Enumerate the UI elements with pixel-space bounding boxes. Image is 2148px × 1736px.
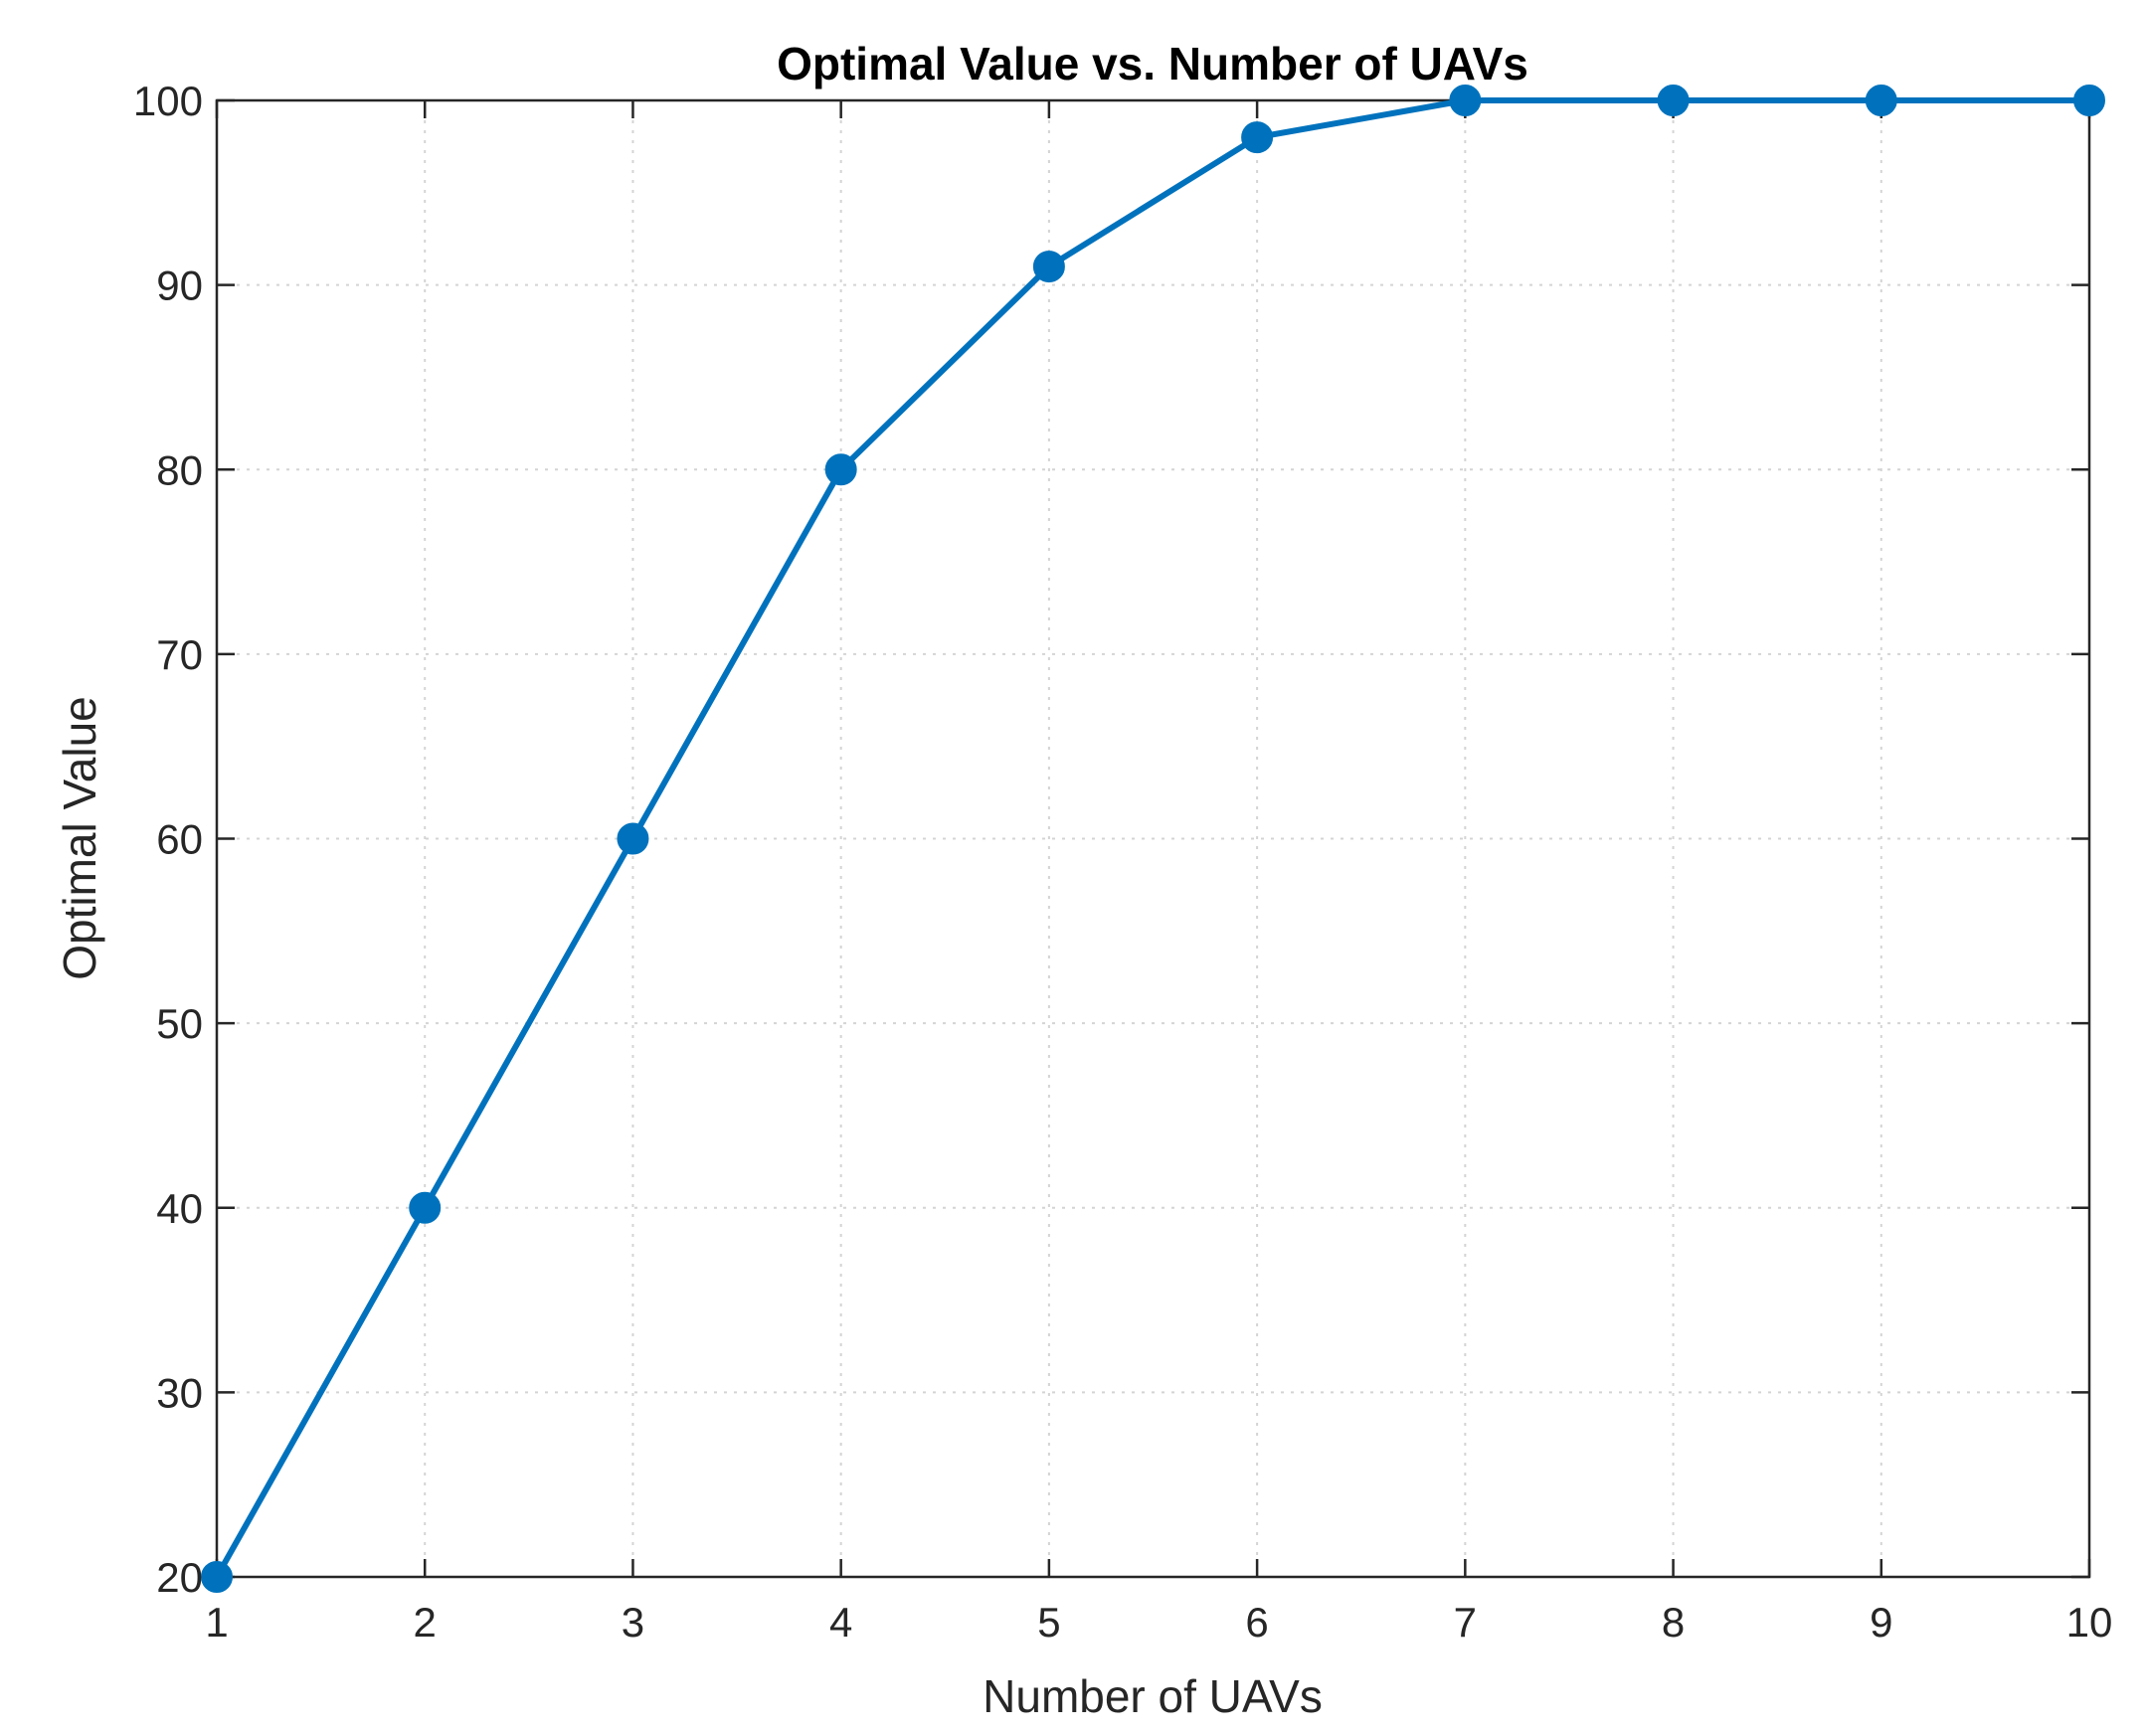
y-tick-label: 30 (156, 1369, 203, 1416)
y-tick-label: 60 (156, 816, 203, 863)
y-tick-labels: 20 30 40 50 60 70 80 90 100 (133, 78, 203, 1601)
data-point (1865, 85, 1897, 116)
data-point (1032, 251, 1065, 283)
data-point (201, 1561, 233, 1593)
y-tick-label: 40 (156, 1185, 203, 1232)
data-point (1241, 121, 1274, 154)
x-tick-label: 3 (622, 1599, 644, 1646)
data-point (1449, 85, 1482, 116)
x-tick-label: 10 (2066, 1599, 2113, 1646)
y-tick-label: 20 (156, 1554, 203, 1601)
plot-frame (215, 98, 2091, 1579)
x-tick-label: 8 (1662, 1599, 1685, 1646)
x-tick-label: 9 (1870, 1599, 1892, 1646)
y-tick-label: 70 (156, 631, 203, 678)
y-tick-label: 90 (156, 262, 203, 309)
data-point (824, 453, 857, 486)
y-tick-label: 100 (133, 78, 203, 124)
y-tick-label: 80 (156, 446, 203, 493)
x-tick-label: 2 (414, 1599, 437, 1646)
x-tick-label: 1 (205, 1599, 228, 1646)
series-line (214, 97, 2092, 1580)
y-axis-label: Optimal Value (54, 696, 105, 980)
data-series (201, 85, 2105, 1593)
data-point (617, 822, 649, 855)
data-point (1657, 85, 1690, 116)
x-tick-label: 5 (1037, 1599, 1060, 1646)
x-tick-label: 7 (1454, 1599, 1477, 1646)
x-tick-label: 4 (829, 1599, 852, 1646)
data-point (2073, 85, 2105, 116)
grid-lines (217, 100, 2089, 1577)
data-point (409, 1191, 442, 1224)
y-tick-label: 50 (156, 1000, 203, 1047)
chart-title: Optimal Value vs. Number of UAVs (777, 38, 1528, 89)
x-tick-label: 6 (1245, 1599, 1268, 1646)
x-axis-label: Number of UAVs (983, 1670, 1323, 1722)
x-tick-labels: 1 2 3 4 5 6 7 8 9 10 (205, 1599, 2112, 1646)
